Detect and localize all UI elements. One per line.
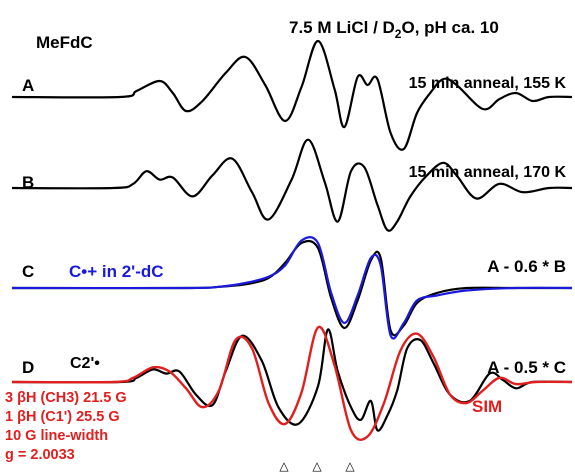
sim-param-3: 10 G line-width xyxy=(5,428,108,444)
field-marker-triangle: △ xyxy=(312,459,322,473)
sim-param-1: 3 βH (CH3) 21.5 G xyxy=(5,390,127,406)
panel-label-b: B xyxy=(22,173,34,192)
field-marker-triangle: △ xyxy=(279,459,289,473)
legend-d-radical: C2'• xyxy=(70,355,100,372)
annotation-a: 15 min anneal, 155 K xyxy=(409,75,567,92)
panel-label-c: C xyxy=(22,262,34,281)
sim-param-4: g = 2.0033 xyxy=(5,447,75,463)
field-marker-triangle: △ xyxy=(345,459,355,473)
annotation-b: 15 min anneal, 170 K xyxy=(409,164,567,181)
sim-param-2: 1 βH (C1') 25.5 G xyxy=(5,409,120,425)
spectrum-a xyxy=(11,39,573,151)
spectrum-d-sim xyxy=(11,325,573,441)
panel-label-d: D xyxy=(22,358,34,377)
spectrum-c-radical xyxy=(11,236,573,340)
spectra-curves xyxy=(11,39,573,441)
field-markers: △ △ △ xyxy=(279,459,355,473)
spectrum-b xyxy=(11,138,573,232)
panel-label-a: A xyxy=(22,76,34,95)
sample-label: MeFdC xyxy=(36,33,93,52)
annotation-d: A - 0.5 * C xyxy=(487,358,566,377)
legend-c-radical: C•+ in 2'-dC xyxy=(69,262,164,281)
chart-title: 7.5 M LiCl / D2O, pH ca. 10 xyxy=(289,18,499,41)
annotation-c: A - 0.6 * B xyxy=(487,257,566,276)
sim-label: SIM xyxy=(472,397,502,416)
